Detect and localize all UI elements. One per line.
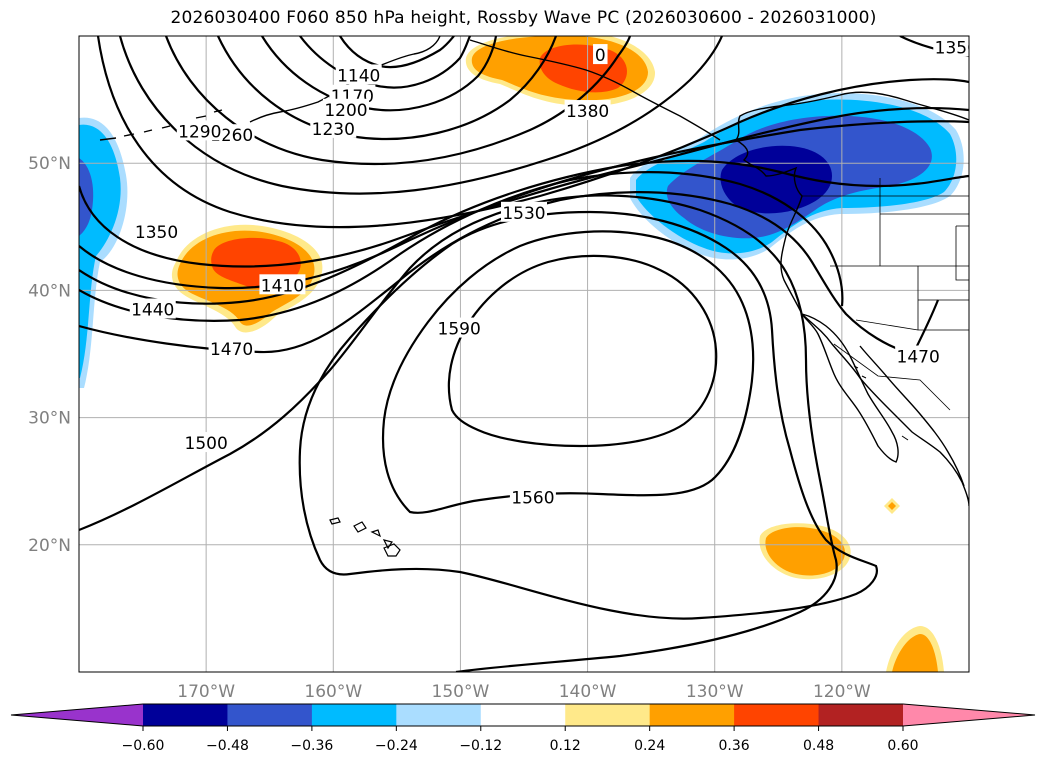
latitude-tick-label: 20°N	[28, 536, 71, 556]
colorbar-tick-label: −0.24	[375, 738, 418, 754]
colorbar-tick-label: −0.48	[206, 738, 249, 754]
map-frame	[78, 35, 970, 673]
contour-label-halo	[335, 64, 382, 85]
contour-label-halo	[208, 337, 255, 358]
contour-1320	[96, 36, 969, 229]
contour-label: 1140	[337, 66, 380, 86]
contour-label: 1380	[566, 102, 609, 122]
contour-label: 1500	[185, 434, 228, 454]
colorbar-tick-label: 0.48	[803, 738, 834, 754]
contour-label-halo	[129, 298, 176, 319]
contour-label: 1290	[178, 122, 221, 142]
contour-label: 1350	[935, 38, 978, 58]
contour-1350	[79, 106, 969, 268]
colorbar-swatch	[818, 704, 904, 726]
contour-label-halo	[933, 36, 969, 57]
contour-1170	[299, 36, 471, 89]
colorbar-tick-label: 0.60	[887, 738, 918, 754]
contour-1230	[217, 36, 558, 141]
contour-label-halo	[323, 98, 369, 119]
pc-positive-dot-core	[888, 502, 896, 510]
contour-1290	[118, 36, 724, 195]
colorbar-swatch	[649, 704, 735, 726]
contour-label: 1530	[502, 204, 545, 224]
contour-1560	[381, 230, 755, 514]
colorbar-swatch	[734, 704, 820, 726]
contour-1410	[79, 159, 969, 305]
contour-1590	[447, 254, 718, 448]
contour-label-halo	[895, 345, 942, 366]
contour-label: 1410	[261, 276, 304, 296]
contour-label: 1200	[324, 101, 367, 121]
pc-negative-west-core	[79, 158, 94, 236]
contour-1140	[339, 36, 455, 69]
contour-label: 1440	[131, 300, 174, 320]
contour-label-halo	[501, 201, 547, 222]
colorbar-tick-label: 0.12	[550, 738, 581, 754]
contour-label: 1560	[511, 489, 554, 509]
contour-label-halo	[183, 432, 230, 453]
longitude-tick-label: 140°W	[559, 682, 617, 702]
contour-1470	[79, 191, 941, 362]
contour-label: 1590	[438, 320, 481, 340]
colorbar-extend-low	[11, 704, 143, 726]
hawaiian-islands	[329, 517, 401, 557]
contour-label: 1230	[312, 120, 355, 140]
contour-label-halo	[176, 120, 223, 141]
longitude-tick-label: 150°W	[432, 682, 490, 702]
contour-label-halo	[593, 44, 608, 65]
colorbar-extend-high	[903, 704, 1035, 726]
contour-1440	[79, 171, 844, 322]
mexico-border	[833, 343, 951, 411]
baja-california-coastline	[800, 312, 899, 463]
contour-label-halo	[564, 100, 611, 121]
longitude-tick-label: 120°W	[813, 682, 871, 702]
map-gridlines	[79, 36, 969, 672]
contour-1530	[298, 210, 878, 620]
us-state-borders	[830, 178, 969, 331]
colorbar-swatch	[396, 704, 482, 726]
contour-label: 1470	[210, 340, 253, 360]
height-contours	[79, 36, 969, 672]
colorbar: −0.60 −0.48 −0.36 −0.24 −0.12 0.12 0.24 0.36 0.4…	[10, 703, 1036, 754]
contour-label-halo	[133, 220, 180, 241]
colorbar-tick-label: −0.60	[122, 738, 165, 754]
colorbar-swatch	[227, 704, 313, 726]
gulf-of-california-coast	[859, 345, 965, 487]
colorbar-swatch	[565, 704, 651, 726]
colorbar-tick-label: −0.36	[290, 738, 333, 754]
latitude-tick-label: 30°N	[28, 409, 71, 429]
map-plot-area: 1140117012001230126012901350135013801410…	[79, 36, 978, 672]
colorbar-swatch	[143, 704, 228, 726]
longitude-tick-label: 130°W	[686, 682, 744, 702]
map-title: 2026030400 F060 850 hPa height, Rossby W…	[170, 8, 877, 28]
longitude-tick-label: 160°W	[304, 682, 362, 702]
contour-labels: 1140117012001230126012901350135013801410…	[129, 36, 978, 509]
longitude-tick-label: 170°W	[177, 682, 235, 702]
latitude-tick-label: 50°N	[28, 154, 71, 174]
colorbar-swatch	[480, 704, 566, 726]
latitude-tick-label: 40°N	[28, 281, 71, 301]
longitude-labels: 170°W 160°W 150°W 140°W 130°W 120°W	[177, 682, 871, 702]
gulf-islands	[853, 365, 945, 457]
latitude-labels: 20°N 30°N 40°N 50°N	[28, 154, 71, 556]
contour-label-halo	[310, 117, 357, 138]
colorbar-swatch	[311, 704, 397, 726]
colorbar-tick-label: 0.36	[719, 738, 750, 754]
contour-label: 1350	[135, 223, 178, 243]
colorbar-tick-label: 0.24	[634, 738, 665, 754]
contour-1200	[261, 36, 498, 112]
colorbar-tick-label: −0.12	[459, 738, 502, 754]
contour-label: 1470	[897, 348, 940, 368]
pc-positive-corner	[892, 634, 938, 672]
contour-label: 0	[595, 46, 606, 66]
contour-label-halo	[436, 317, 483, 338]
contour-label-halo	[259, 274, 306, 295]
contour-label-halo	[509, 486, 556, 507]
